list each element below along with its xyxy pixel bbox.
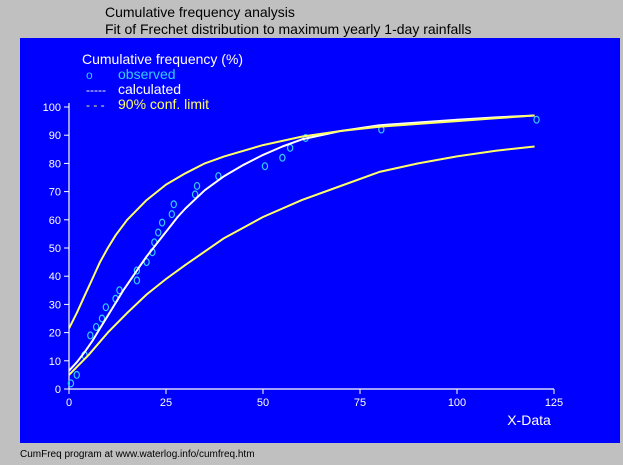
observed-point: [279, 153, 286, 162]
legend-label: calculated: [118, 81, 181, 97]
x-tick-label: 100: [448, 397, 466, 409]
y-tick-label: 100: [43, 102, 61, 114]
observed-point: [193, 181, 201, 190]
observed-point: [133, 266, 141, 275]
observed-point: [158, 218, 166, 227]
x-tick-label: 0: [66, 397, 72, 409]
observed-point: [92, 322, 100, 331]
footer-credit: CumFreq program at www.waterlog.info/cum…: [20, 449, 255, 460]
x-tick-label: 50: [257, 397, 269, 409]
x-axis-title: X-Data: [507, 412, 551, 428]
observed-point: [143, 258, 150, 267]
chart-subtitle: Fit of Frechet distribution to maximum y…: [105, 21, 472, 37]
observed-point: [533, 115, 540, 124]
legend-symbol: - - -: [86, 98, 105, 112]
observed-point: [168, 210, 176, 219]
observed-point: [191, 190, 199, 199]
x-tick-label: 25: [160, 397, 172, 409]
y-tick-label: 10: [49, 356, 61, 368]
observed-point: [73, 370, 80, 379]
y-tick-label: 0: [55, 384, 61, 396]
observed-point: [116, 286, 123, 295]
series-line-upper-conf: [68, 114, 535, 329]
y-tick-label: 50: [49, 243, 61, 255]
y-tick-label: 40: [49, 271, 61, 283]
observed-point: [133, 276, 141, 285]
legend-symbol: o: [86, 68, 93, 82]
chart-title: Cumulative frequency analysis: [105, 4, 295, 20]
observed-point: [286, 143, 294, 152]
y-tick-label: 90: [49, 130, 61, 142]
observed-point: [87, 331, 94, 340]
y-tick-label: 30: [49, 299, 61, 311]
x-tick-label: 75: [354, 397, 366, 409]
legend-label: observed: [118, 66, 176, 82]
y-tick-label: 80: [49, 158, 61, 170]
legend-label: 90% conf. limit: [118, 96, 209, 112]
y-tick-label: 60: [49, 215, 61, 227]
y-tick-label: 70: [49, 187, 61, 199]
observed-point: [261, 162, 269, 171]
observed-point: [170, 200, 177, 209]
legend-symbol: -----: [86, 83, 106, 97]
observed-point: [98, 314, 106, 323]
series-line-lower-conf: [68, 145, 535, 376]
plot-panel: 0 10 20 30 40 50 60 70 80 90 100 0 25 50 75 100 125 X-Dat…: [20, 38, 620, 443]
observed-point: [67, 379, 75, 388]
observed-point: [102, 303, 110, 312]
series-line-calculated: [68, 114, 535, 372]
x-tick-label: 125: [545, 397, 563, 409]
observed-point: [155, 228, 162, 237]
y-axis-title: Cumulative frequency (%): [82, 51, 243, 67]
y-tick-label: 20: [49, 328, 61, 340]
chart-svg: 0 10 20 30 40 50 60 70 80 90 100 0 25 50 75 100 125 X-Dat…: [43, 51, 564, 428]
